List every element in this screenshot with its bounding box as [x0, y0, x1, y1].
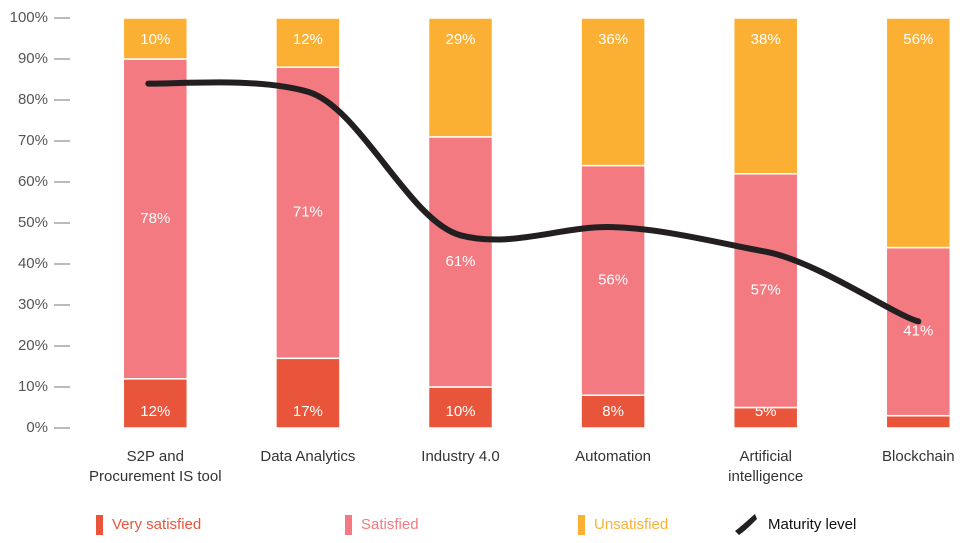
y-tick-label: 10%	[18, 378, 48, 395]
bar-segment	[580, 164, 646, 396]
value-label: 10%	[140, 31, 170, 48]
legend-label: Unsatisfied	[594, 516, 668, 533]
bar-segment	[885, 17, 952, 249]
legend-marker	[345, 515, 352, 535]
value-label: 71%	[293, 204, 323, 221]
bar-segment	[885, 246, 952, 417]
y-tick-label: 60%	[18, 173, 48, 190]
value-label: 57%	[751, 282, 781, 299]
x-tick-label: Data Analytics	[260, 448, 355, 465]
y-tick-label: 20%	[18, 337, 48, 354]
x-tick-label: Automation	[575, 448, 651, 465]
bar-segment	[580, 17, 646, 167]
bar-segment	[732, 173, 799, 409]
value-label: 56%	[598, 271, 628, 288]
y-tick-label: 40%	[18, 255, 48, 272]
value-label: 36%	[598, 31, 628, 48]
bar-segment	[427, 17, 494, 138]
bar-segment	[275, 66, 341, 360]
legend-label: Very satisfied	[112, 516, 201, 533]
y-tick-label: 70%	[18, 132, 48, 149]
bar-segment	[275, 357, 341, 429]
value-label: 12%	[140, 403, 170, 420]
x-tick-label: Blockchain	[882, 448, 955, 465]
x-tick-label: Industry 4.0	[421, 448, 499, 465]
legend-marker	[96, 515, 103, 535]
value-label: 29%	[445, 31, 475, 48]
value-label: 41%	[903, 323, 933, 340]
y-tick-label: 100%	[10, 9, 48, 26]
value-label: 17%	[293, 403, 323, 420]
value-label: 12%	[293, 31, 323, 48]
x-tick-label: Artificial intelligence	[728, 448, 803, 485]
line	[145, 79, 922, 325]
legend-label: Maturity level	[768, 516, 856, 533]
value-label: 8%	[602, 403, 624, 420]
legend-marker	[735, 514, 757, 535]
bar-segment	[732, 17, 799, 175]
bar-segment	[122, 378, 189, 429]
legend-marker	[578, 515, 585, 535]
bar-segment	[122, 17, 189, 60]
value-label: 56%	[903, 31, 933, 48]
value-label: 78%	[140, 210, 170, 227]
bar-segment	[580, 394, 646, 429]
y-tick-label: 0%	[26, 419, 48, 436]
bar-segment	[122, 58, 189, 380]
value-label: 38%	[751, 31, 781, 48]
legend-label: Satisfied	[361, 516, 419, 533]
bar-segment	[275, 17, 341, 68]
bar-segment	[427, 136, 494, 388]
y-tick-label: 80%	[18, 91, 48, 108]
y-tick-label: 30%	[18, 296, 48, 313]
y-tick-label: 50%	[18, 214, 48, 231]
value-label: 10%	[445, 403, 475, 420]
value-label: 61%	[445, 253, 475, 270]
y-tick-label: 90%	[18, 50, 48, 67]
x-tick-label: S2P and Procurement IS tool	[89, 448, 222, 485]
